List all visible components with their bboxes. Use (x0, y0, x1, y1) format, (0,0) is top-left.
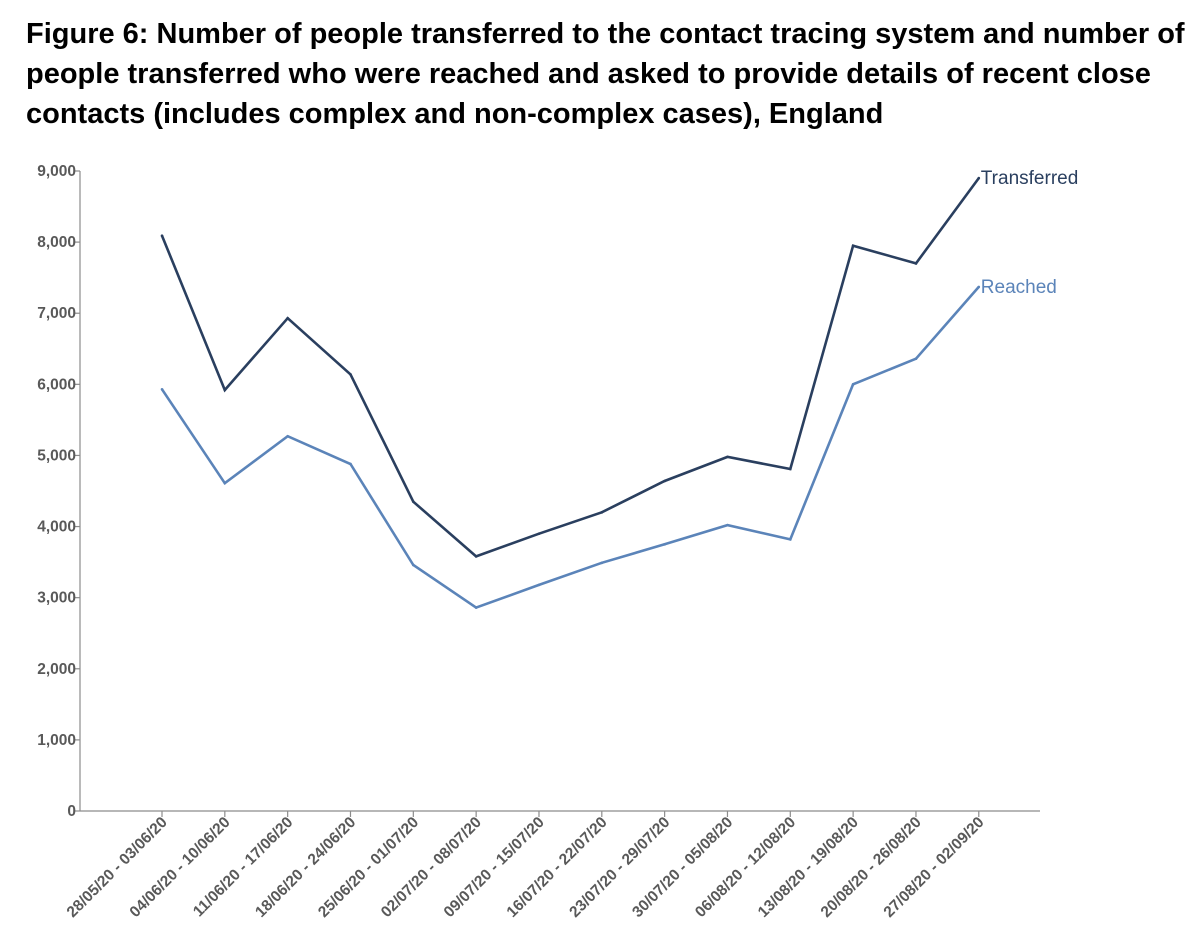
data-point-transferred (914, 262, 918, 265)
data-point-reached (286, 434, 289, 438)
data-point-reached (851, 383, 855, 386)
y-axis-ticks: 0 1,000 2,000 3,000 4,000 5,000 6,000 7,000 8,00… (37, 163, 80, 820)
data-point-transferred (851, 244, 855, 247)
data-point-transferred (537, 532, 541, 535)
series-label-transferred: Transferred (981, 168, 1079, 189)
data-point-transferred (160, 234, 164, 238)
series-line-reached (160, 286, 980, 610)
y-tick-label: 6,000 (37, 376, 76, 393)
data-point-reached (349, 462, 352, 466)
series-label-reached: Reached (981, 277, 1057, 298)
data-point-reached (537, 583, 541, 587)
y-tick-label: 9,000 (37, 163, 76, 180)
series-line-transferred (160, 177, 980, 558)
y-tick-label: 0 (67, 803, 76, 820)
data-point-transferred (789, 467, 792, 471)
data-point-reached (726, 523, 729, 527)
data-point-transferred (726, 455, 729, 459)
data-point-transferred (977, 176, 981, 180)
data-point-reached (474, 606, 478, 609)
y-tick-label: 3,000 (37, 590, 76, 607)
y-tick-label: 5,000 (37, 447, 76, 464)
data-point-reached (789, 538, 792, 541)
data-point-transferred (600, 511, 604, 514)
data-point-transferred (349, 373, 352, 376)
data-point-transferred (286, 316, 289, 320)
y-tick-label: 1,000 (37, 732, 76, 749)
data-point-reached (223, 481, 227, 485)
data-point-transferred (223, 388, 227, 392)
y-tick-label: 7,000 (37, 305, 76, 322)
data-point-reached (914, 357, 918, 361)
data-point-transferred (474, 555, 478, 558)
data-point-transferred (663, 479, 666, 483)
y-tick-label: 8,000 (37, 234, 76, 251)
data-point-reached (663, 543, 666, 546)
data-point-reached (412, 563, 415, 567)
y-tick-label: 4,000 (37, 519, 76, 536)
x-tick-label: 28/05/20 - 03/06/20 (64, 814, 171, 921)
chart-title: Figure 6: Number of people transferred t… (26, 18, 1185, 130)
data-point-reached (977, 285, 981, 289)
data-point-reached (600, 561, 604, 565)
chart-axes (79, 171, 1040, 812)
chart-series: Transferred Reached (160, 168, 1079, 610)
data-point-reached (160, 388, 164, 391)
y-tick-label: 2,000 (37, 661, 76, 678)
data-point-transferred (412, 500, 415, 503)
